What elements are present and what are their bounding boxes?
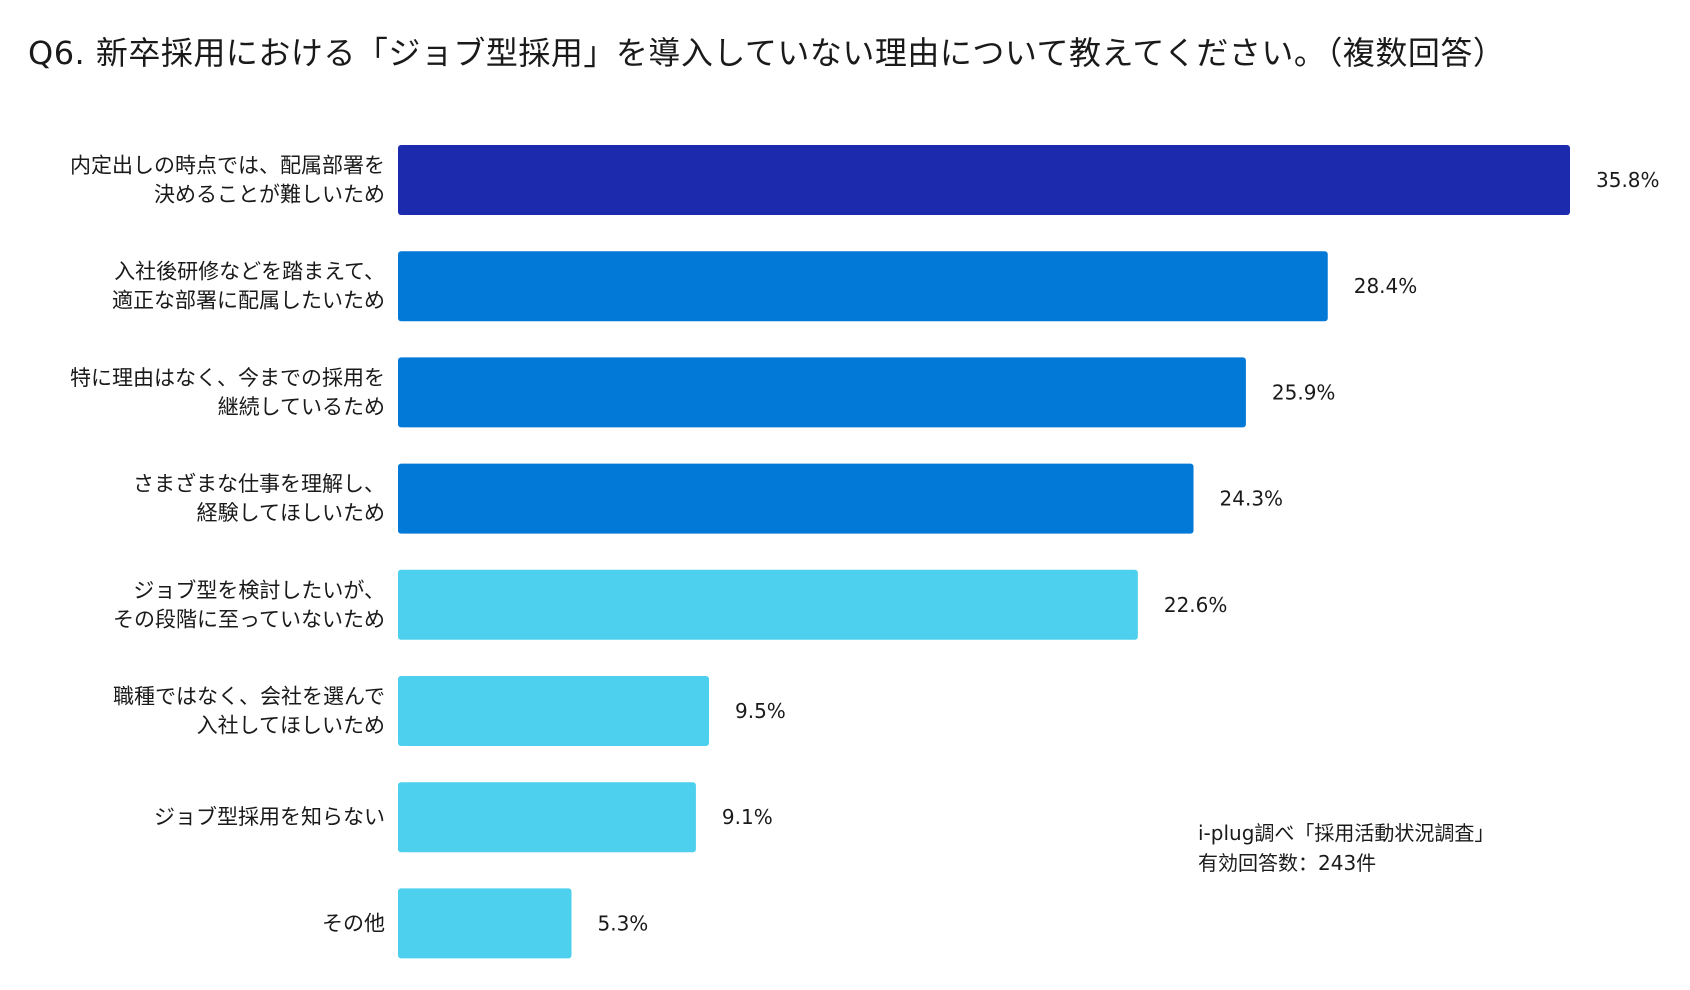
category-label-7: ジョブ型採用を知らない bbox=[154, 805, 385, 829]
category-label-4-line-1: さまざまな仕事を理解し、 bbox=[133, 472, 385, 496]
category-label-1-line-2: 決めることが難しいため bbox=[154, 183, 385, 207]
category-label-5: ジョブ型を検討したいが、その段階に至っていないため bbox=[113, 578, 385, 631]
category-label-6-line-1: 職種ではなく、会社を選んで bbox=[113, 685, 385, 709]
value-label-6: 9.5% bbox=[735, 699, 786, 723]
category-label-2: 入社後研修などを踏まえて、適正な部署に配属したいため bbox=[112, 260, 385, 313]
bar-7 bbox=[398, 782, 696, 853]
value-label-7: 9.1% bbox=[722, 805, 773, 829]
chart-title: Q6. 新卒採用における「ジョブ型採用」を導入していない理由について教えてくださ… bbox=[28, 34, 1506, 72]
bar-5 bbox=[398, 569, 1138, 640]
bar-1 bbox=[398, 145, 1570, 215]
value-labels-group: 35.8% 28.4% 25.9% 24.3% 22.6% 9.5% 9.1% 5.3% bbox=[598, 168, 1660, 935]
value-label-4: 24.3% bbox=[1220, 487, 1284, 511]
category-label-1-line-1: 内定出しの時点では、配属部署を bbox=[70, 154, 385, 178]
bar-6 bbox=[398, 676, 710, 746]
source-responses: 有効回答数：243件 bbox=[1198, 851, 1377, 875]
category-label-8-line-1: その他 bbox=[322, 911, 385, 935]
category-label-4-line-2: 経験してほしいため bbox=[197, 501, 385, 525]
source-note: i-plug調べ「採用活動状況調査」 有効回答数：243件 bbox=[1198, 818, 1494, 878]
value-label-8: 5.3% bbox=[598, 911, 649, 935]
value-label-3: 25.9% bbox=[1272, 380, 1336, 404]
category-label-8: その他 bbox=[322, 911, 385, 935]
category-label-3: 特に理由はなく、今までの採用を継続しているため bbox=[70, 366, 385, 419]
bar-2 bbox=[398, 251, 1328, 322]
category-label-3-line-2: 継続しているため bbox=[218, 395, 385, 419]
bars-group bbox=[398, 145, 1570, 959]
source-survey: i-plug調べ「採用活動状況調査」 bbox=[1198, 821, 1495, 845]
bar-4 bbox=[398, 463, 1194, 534]
category-label-1: 内定出しの時点では、配属部署を決めることが難しいため bbox=[70, 154, 385, 207]
category-label-6: 職種ではなく、会社を選んで入社してほしいため bbox=[113, 685, 385, 738]
category-label-2-line-2: 適正な部署に配属したいため bbox=[112, 289, 385, 313]
category-label-5-line-2: その段階に至っていないため bbox=[113, 607, 385, 631]
category-label-6-line-2: 入社してほしいため bbox=[197, 714, 385, 738]
category-label-7-line-1: ジョブ型採用を知らない bbox=[154, 805, 385, 829]
value-label-2: 28.4% bbox=[1354, 274, 1418, 298]
bar-3 bbox=[398, 357, 1246, 428]
value-label-1: 35.8% bbox=[1596, 168, 1660, 192]
category-label-5-line-1: ジョブ型を検討したいが、 bbox=[133, 578, 385, 602]
category-label-2-line-1: 入社後研修などを踏まえて、 bbox=[114, 260, 385, 284]
value-label-5: 22.6% bbox=[1164, 593, 1228, 617]
category-label-3-line-1: 特に理由はなく、今までの採用を bbox=[70, 366, 385, 390]
bar-8 bbox=[398, 888, 572, 959]
category-labels-group: 内定出しの時点では、配属部署を決めることが難しいため入社後研修などを踏まえて、適… bbox=[70, 154, 385, 936]
category-label-4: さまざまな仕事を理解し、経験してほしいため bbox=[133, 472, 385, 525]
